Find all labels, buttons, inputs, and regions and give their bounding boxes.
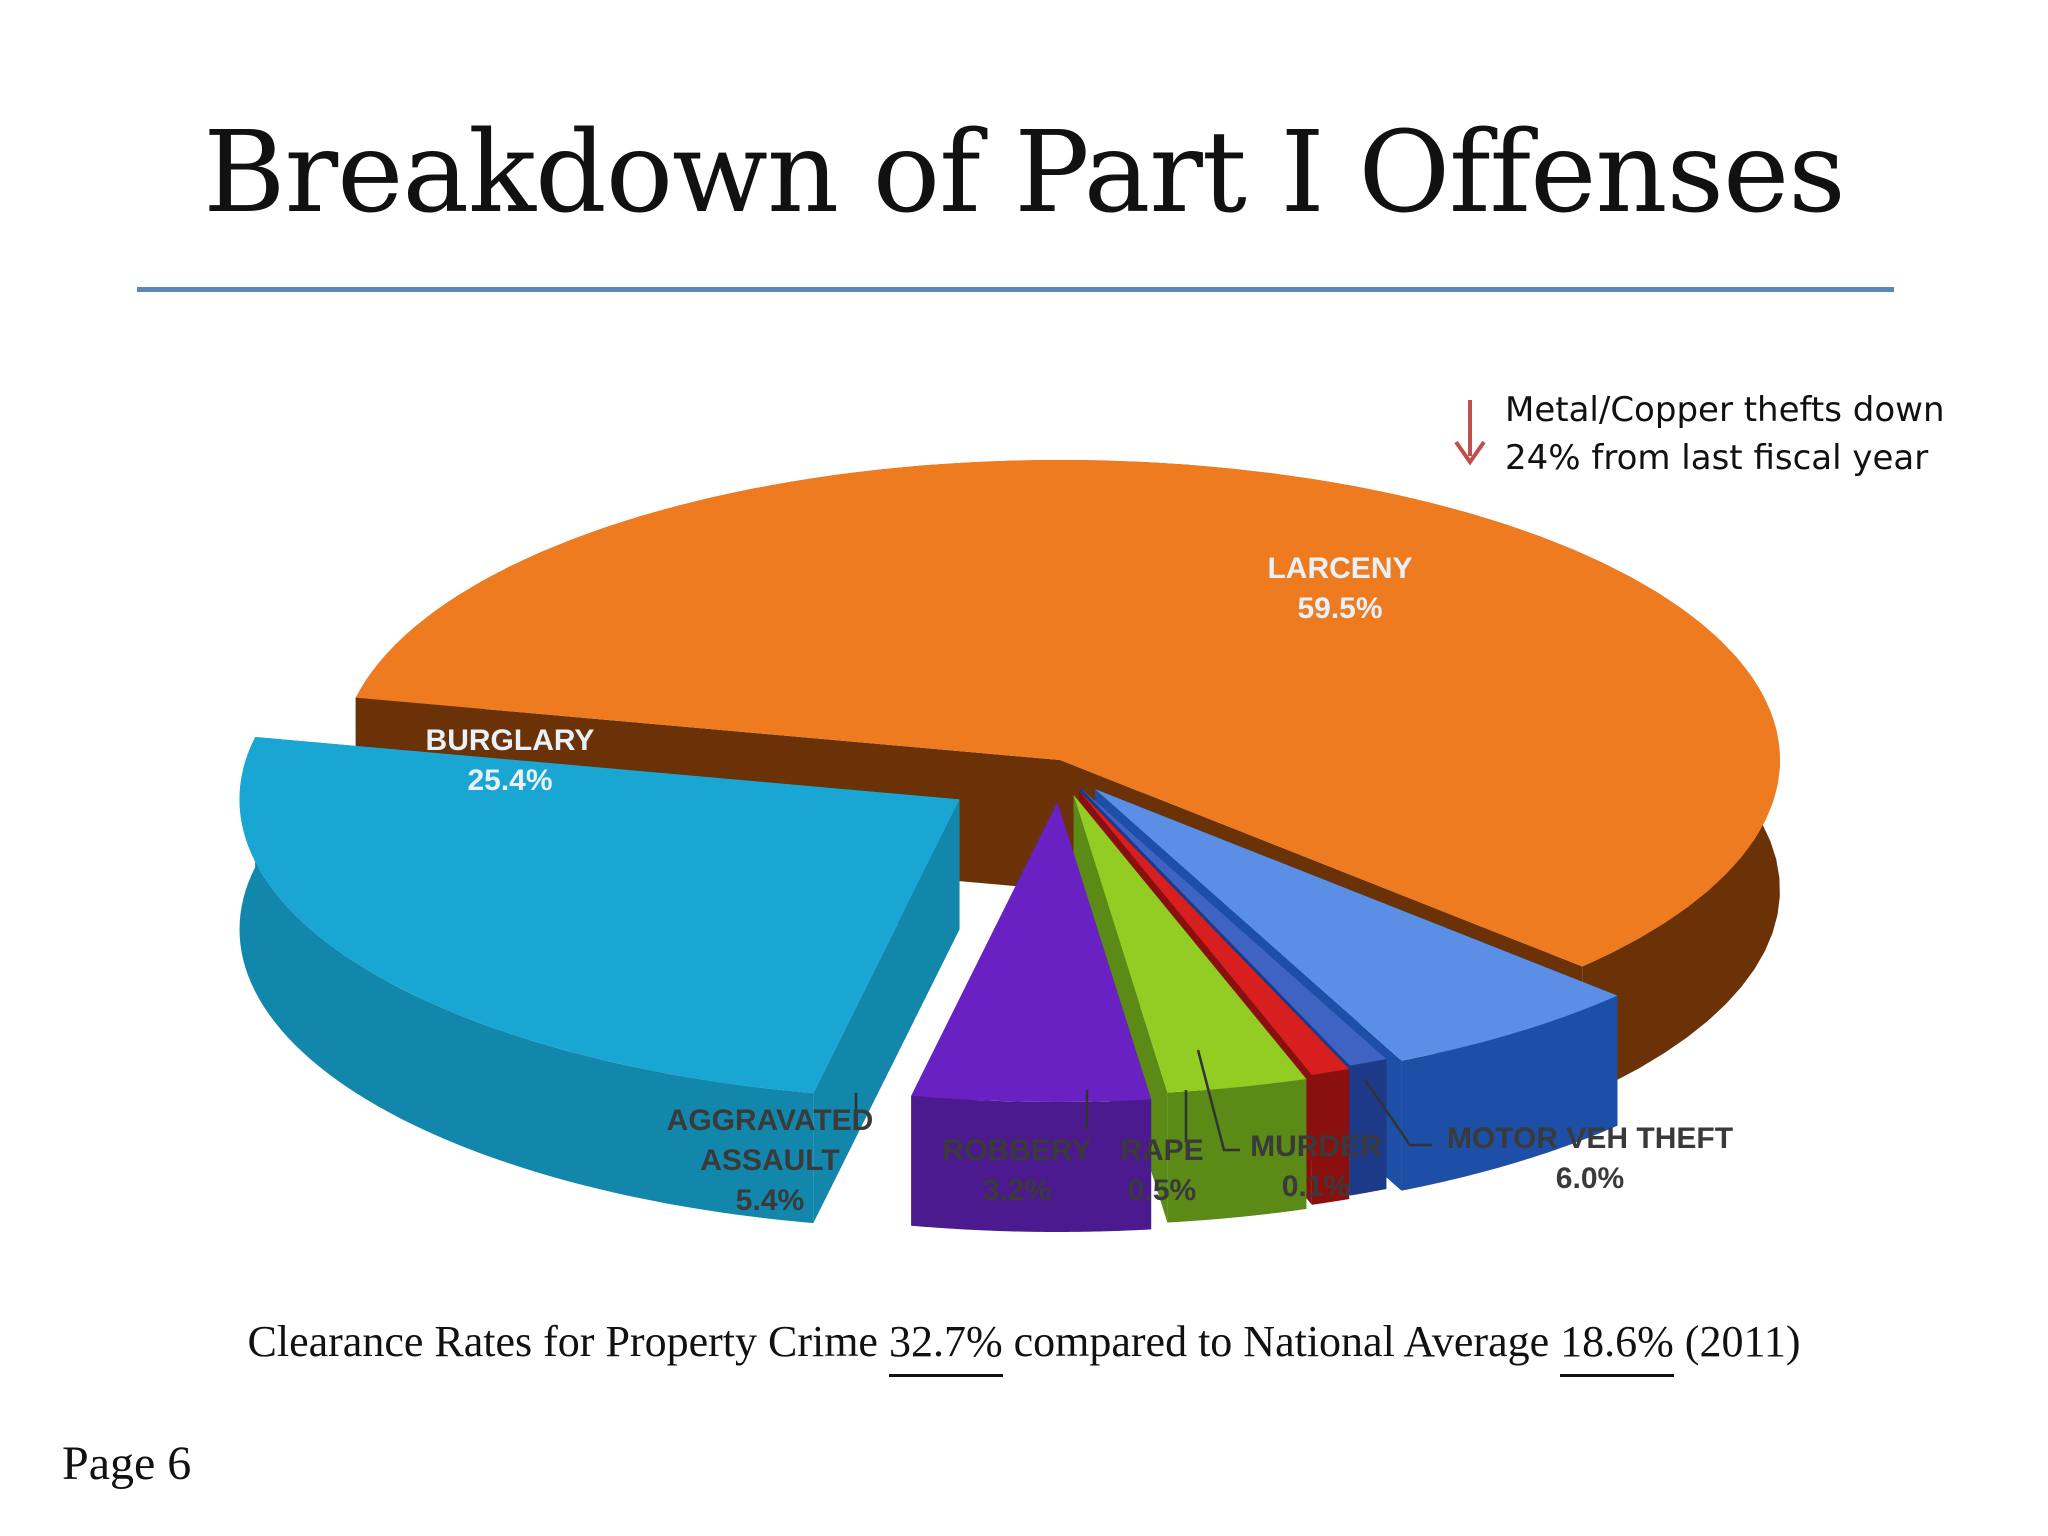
slice-label-motor-veh-theft: MOTOR VEH THEFT bbox=[1447, 1122, 1733, 1155]
title-divider bbox=[137, 287, 1894, 292]
slice-rim bbox=[911, 1095, 1152, 1232]
slice-top bbox=[355, 460, 1780, 967]
slice-label-aggravated-assault: AGGRAVATED bbox=[667, 1104, 874, 1137]
leader-line-murder bbox=[1196, 1049, 1240, 1152]
slice-value-rape: 0.5% bbox=[1128, 1174, 1196, 1207]
slice-value-robbery: 3.2% bbox=[983, 1174, 1051, 1207]
slice-label-larceny: LARCENY bbox=[1267, 552, 1412, 585]
slice-top bbox=[239, 736, 960, 1094]
note-line-2: 24% from last fiscal year bbox=[1505, 438, 1929, 478]
slice-label-burglary: BURGLARY bbox=[426, 724, 595, 757]
clearance-rates-line: Clearance Rates for Property Crime 32.7%… bbox=[0, 1316, 2048, 1377]
slice-rim bbox=[1401, 995, 1618, 1191]
slice-rim bbox=[1311, 1069, 1350, 1205]
pie-slice-aggravated-assault bbox=[911, 801, 1152, 1232]
slice-value-aggravated-assault: 5.4% bbox=[736, 1184, 804, 1217]
slice-label-robbery: ROBBERY bbox=[943, 1134, 1092, 1167]
down-arrow-icon bbox=[1454, 400, 1486, 466]
slice-value-murder: 0.1% bbox=[1282, 1170, 1350, 1203]
slice-rim bbox=[239, 736, 814, 1224]
slice-value-burglary: 25.4% bbox=[467, 764, 552, 797]
note-line-1: Metal/Copper thefts down bbox=[1505, 390, 1945, 430]
metal-theft-note: Metal/Copper thefts down 24% from last f… bbox=[1505, 386, 1945, 482]
slice-label-aggravated-assault: ASSAULT bbox=[700, 1144, 839, 1177]
slice-value-larceny: 59.5% bbox=[1297, 592, 1382, 625]
page-number: Page 6 bbox=[62, 1437, 192, 1490]
slice-label-murder: MURDER bbox=[1250, 1130, 1382, 1163]
footer-middle: compared to National Average bbox=[1002, 1317, 1561, 1366]
slice-value-motor-veh-theft: 6.0% bbox=[1556, 1162, 1624, 1195]
slice-top bbox=[1079, 790, 1350, 1075]
footer-prefix: Clearance Rates for Property Crime bbox=[247, 1317, 889, 1366]
slice-rim bbox=[1349, 1058, 1387, 1196]
slice-label-rape: RAPE bbox=[1120, 1134, 1203, 1167]
slice-top bbox=[1080, 787, 1387, 1066]
national-average-value: 18.6% bbox=[1560, 1320, 1674, 1377]
property-clearance-value: 32.7% bbox=[888, 1320, 1003, 1377]
slice-top bbox=[1073, 795, 1307, 1093]
slice-top bbox=[1095, 789, 1618, 1061]
slice-top bbox=[911, 801, 1152, 1102]
pie-slice-burglary bbox=[239, 736, 960, 1224]
slide-title: Breakdown of Part I Offenses bbox=[203, 108, 1845, 238]
footer-suffix: (2011) bbox=[1673, 1317, 1801, 1366]
leader-line-motor-veh-theft bbox=[1363, 1079, 1432, 1147]
